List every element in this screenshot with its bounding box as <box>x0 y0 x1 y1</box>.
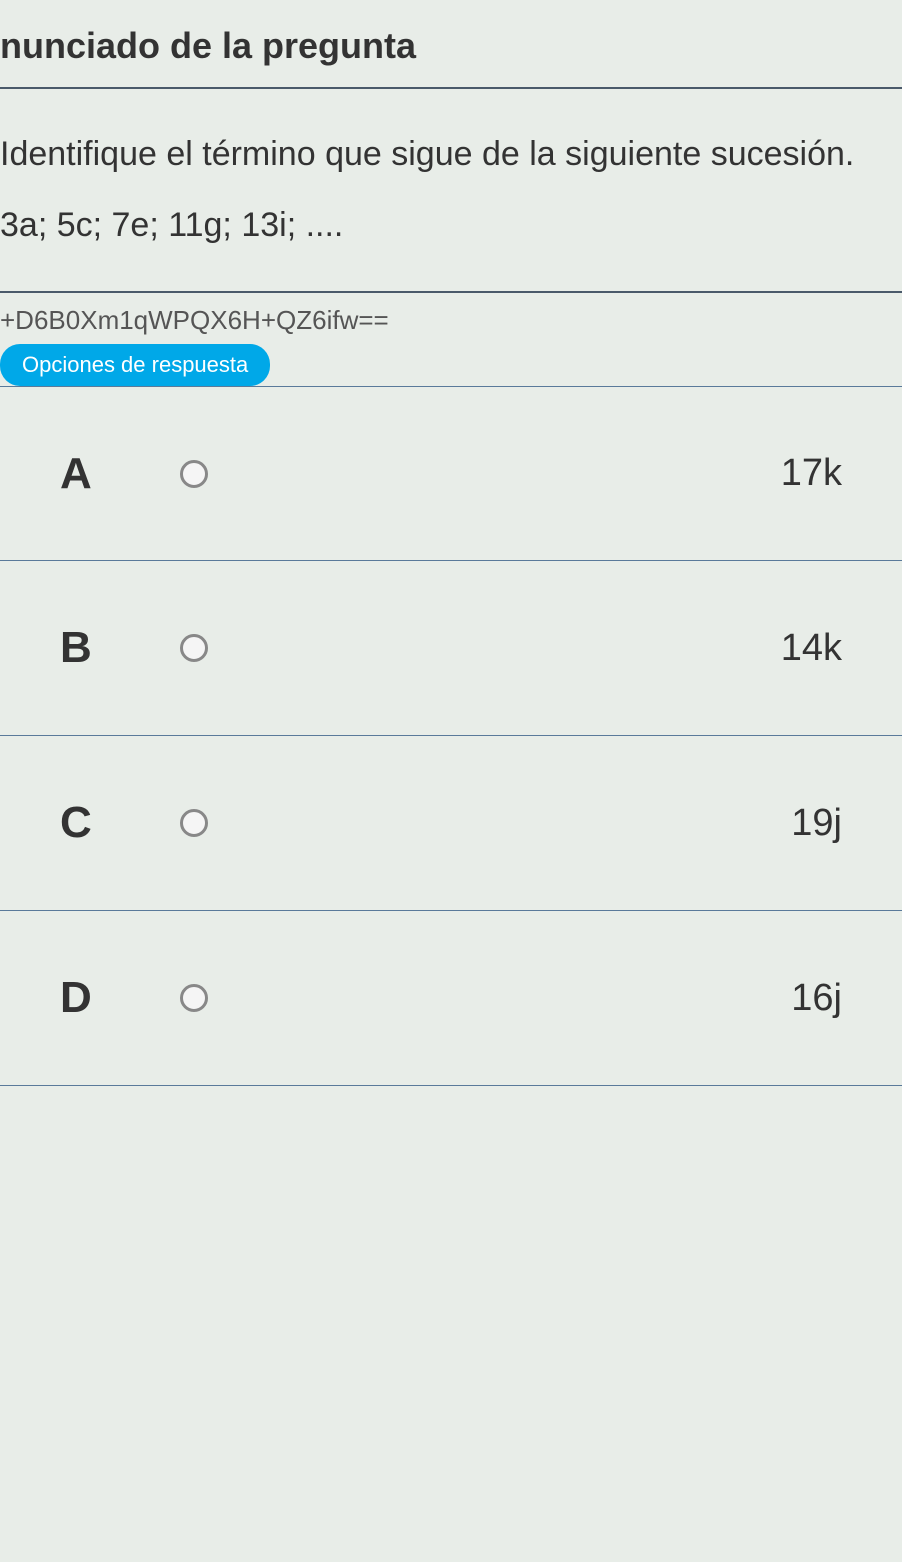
question-sequence: 3a; 5c; 7e; 11g; 13i; .... <box>0 200 882 251</box>
option-letter: B <box>60 623 180 673</box>
option-value: 19j <box>791 802 862 845</box>
section-title: nunciado de la pregunta <box>0 25 416 66</box>
radio-icon[interactable] <box>180 634 208 662</box>
option-value: 17k <box>781 452 862 495</box>
option-value: 16j <box>791 977 862 1020</box>
radio-icon[interactable] <box>180 809 208 837</box>
option-row-b[interactable]: B 14k <box>0 561 902 736</box>
question-body: Identifique el término que sigue de la s… <box>0 89 902 293</box>
option-value: 14k <box>781 627 862 670</box>
hash-text: +D6B0Xm1qWPQX6H+QZ6ifw== <box>0 293 902 344</box>
option-row-d[interactable]: D 16j <box>0 911 902 1086</box>
option-letter: C <box>60 798 180 848</box>
option-row-a[interactable]: A 17k <box>0 386 902 561</box>
options-badge: Opciones de respuesta <box>0 344 270 386</box>
question-container: nunciado de la pregunta Identifique el t… <box>0 0 902 1562</box>
section-header: nunciado de la pregunta <box>0 0 902 89</box>
radio-icon[interactable] <box>180 460 208 488</box>
option-row-c[interactable]: C 19j <box>0 736 902 911</box>
option-letter: D <box>60 973 180 1023</box>
question-prompt: Identifique el término que sigue de la s… <box>0 129 882 180</box>
options-list: A 17k B 14k C 19j D 16j <box>0 386 902 1086</box>
radio-icon[interactable] <box>180 984 208 1012</box>
option-letter: A <box>60 449 180 499</box>
